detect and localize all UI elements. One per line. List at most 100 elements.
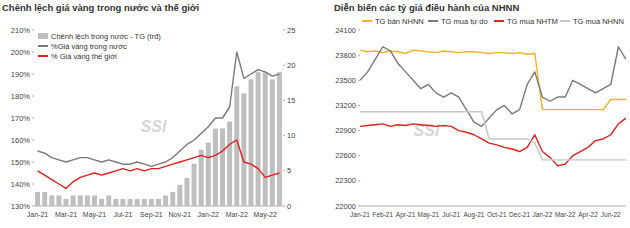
y-tick — [32, 52, 34, 53]
bar — [42, 192, 47, 206]
bar — [149, 199, 154, 206]
bar — [177, 185, 182, 206]
legend-label: %Giá vàng trong nước — [51, 42, 127, 51]
x-tick-label: Oct-21 — [487, 211, 507, 218]
legend-swatch — [362, 20, 372, 22]
bar — [128, 199, 133, 206]
bar — [120, 199, 125, 206]
chart-1: Diễn biến các tỷ giá điều hành của NHNNS… — [334, 2, 626, 219]
bar — [199, 150, 204, 206]
y-tick-label: 22900 — [335, 126, 356, 135]
legend-swatch — [38, 33, 48, 39]
y-tick — [32, 184, 34, 185]
bar — [277, 72, 282, 206]
y-tick — [358, 80, 360, 81]
line-series — [38, 140, 280, 188]
bar — [85, 195, 90, 206]
legend-label: TG mua NHNN — [573, 17, 624, 26]
y-tick-label: 130% — [11, 202, 31, 211]
x-tick-label: Aug-21 — [464, 211, 485, 219]
chart-title: Chênh lệch giá vàng trong nước và thế gi… — [2, 2, 199, 13]
x-tick-label: Sep-21 — [140, 211, 163, 219]
bar — [192, 164, 197, 206]
y2-tick-label: 0 — [287, 202, 291, 211]
legend-swatch — [428, 20, 438, 22]
line-series — [360, 112, 626, 160]
bar — [142, 199, 147, 206]
legend-swatch — [560, 20, 570, 22]
x-tick-label: Mar-21 — [55, 211, 77, 218]
bar — [206, 143, 211, 206]
y2-tick-label: 25 — [287, 26, 295, 35]
x-tick-label: Jan-21 — [27, 211, 49, 218]
x-tick-label: Jan-21 — [350, 211, 370, 218]
legend-label: TG mua tự do — [441, 17, 488, 26]
y-tick — [358, 206, 360, 207]
y-tick-label: 160% — [11, 136, 31, 145]
y-tick-label: 23200 — [335, 101, 356, 110]
y-tick-label: 170% — [11, 114, 31, 123]
x-tick-label: Dec-21 — [509, 211, 530, 218]
y-tick-label: 22000 — [335, 202, 356, 211]
x-tick-label: Mar-22 — [555, 211, 576, 218]
chart-canvas: Chênh lệch giá vàng trong nước và thế gi… — [0, 0, 630, 228]
bar — [113, 199, 118, 206]
plot-marks — [35, 52, 282, 206]
line-series — [360, 118, 626, 166]
y2-tick-label: 10 — [287, 131, 295, 140]
y-tick-label: 23800 — [335, 51, 356, 60]
legend-swatch — [494, 20, 504, 22]
y-tick-label: 150% — [11, 158, 31, 167]
y-tick — [32, 162, 34, 163]
y2-tick — [283, 30, 285, 31]
y2-tick-label: 5 — [287, 166, 291, 175]
plot-marks — [360, 47, 626, 166]
legend-label: TG mua NHTM — [507, 17, 558, 26]
y-tick — [358, 155, 360, 156]
x-tick-label: Jan-22 — [198, 211, 220, 218]
y2-tick — [283, 206, 285, 207]
y-tick-label: 24100 — [335, 26, 356, 35]
bar — [163, 195, 168, 206]
y2-tick — [283, 100, 285, 101]
y-tick-label: 22300 — [335, 176, 356, 185]
bar — [156, 199, 161, 206]
y-tick — [32, 206, 34, 207]
bar — [106, 195, 111, 206]
y-tick — [32, 96, 34, 97]
line-series — [360, 50, 626, 110]
y-tick-label: 200% — [11, 48, 31, 57]
y-tick — [358, 105, 360, 106]
y-tick — [358, 130, 360, 131]
y2-tick-label: 20 — [287, 61, 295, 70]
bar — [49, 195, 54, 206]
bar — [213, 129, 218, 206]
watermark: SSI — [141, 118, 167, 135]
bar — [64, 199, 69, 206]
y-tick-label: 210% — [11, 26, 31, 35]
x-tick-label: Jun-22 — [601, 211, 621, 218]
chart-title: Diễn biến các tỷ giá điều hành của NHNN — [334, 2, 519, 13]
bar — [35, 192, 40, 206]
bar — [248, 79, 253, 206]
y2-tick — [283, 170, 285, 171]
bar — [135, 199, 140, 206]
x-tick-label: Feb-21 — [372, 211, 393, 218]
y-tick — [32, 118, 34, 119]
x-axis — [360, 206, 626, 207]
bar — [56, 195, 61, 206]
x-tick-label: Mar-22 — [226, 211, 248, 218]
x-tick-label: May-22 — [254, 211, 277, 219]
legend-label: TG bán NHNN — [375, 17, 424, 26]
x-tick-label: May-21 — [418, 211, 440, 219]
x-tick-label: Apr-22 — [578, 211, 598, 219]
y-tick-label: 22600 — [335, 151, 356, 160]
bar — [256, 72, 261, 206]
legend-label: % Giá vàng thế giới — [51, 52, 117, 61]
bar — [78, 195, 83, 206]
y-tick — [358, 30, 360, 31]
x-tick-label: Jul-21 — [113, 211, 132, 218]
line-series — [38, 52, 280, 166]
y-tick — [358, 180, 360, 181]
legend: Chênh lệch trong nước - TG (trđ)%Giá vàn… — [38, 32, 161, 61]
